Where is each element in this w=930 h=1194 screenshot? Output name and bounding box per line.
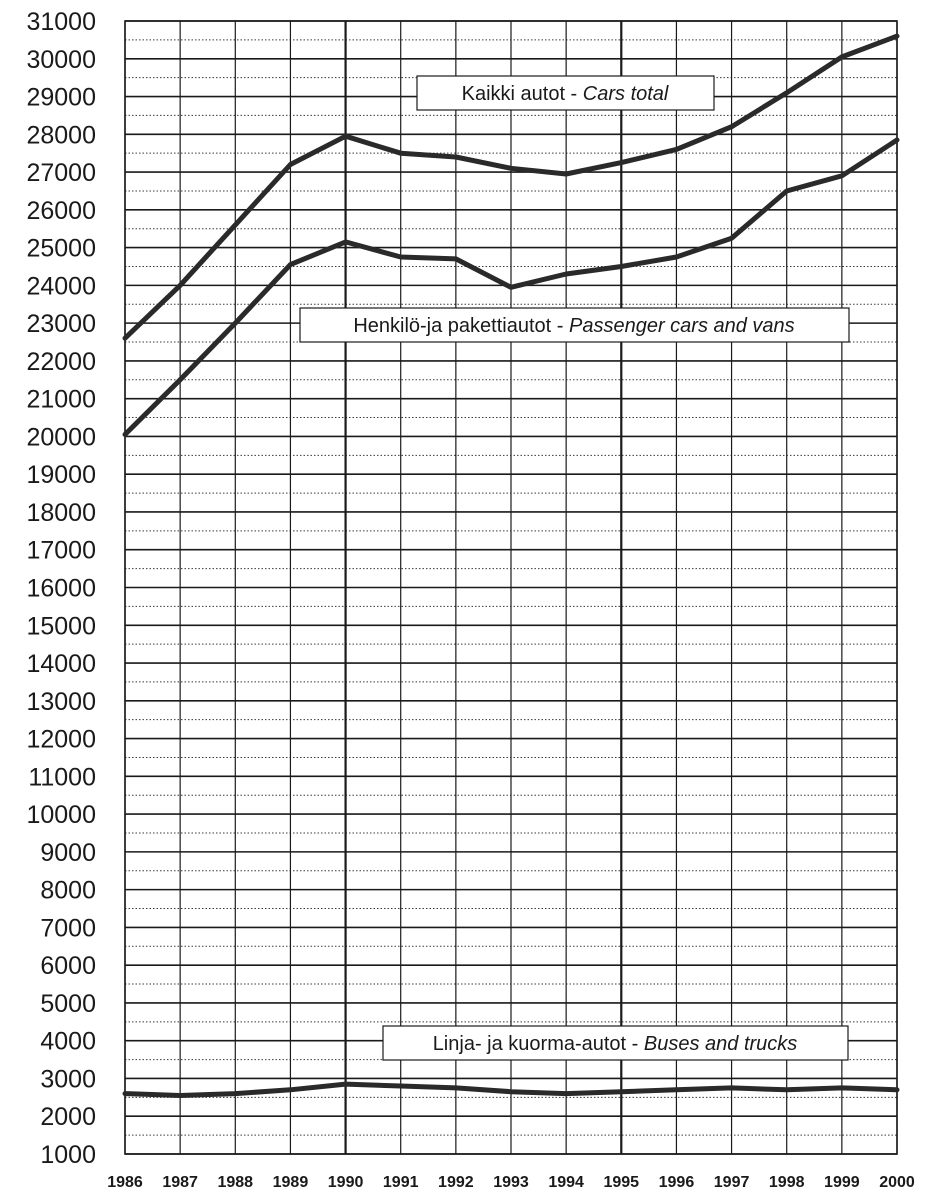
series-label-text: Henkilö-ja pakettiautot - Passenger cars…	[353, 315, 794, 337]
y-tick-label: 10000	[26, 801, 96, 829]
x-tick-label: 1994	[548, 1174, 584, 1191]
y-tick-label: 20000	[26, 423, 96, 451]
y-tick-label: 7000	[40, 914, 96, 942]
y-tick-label: 27000	[26, 159, 96, 187]
y-tick-label: 3000	[40, 1065, 96, 1093]
y-tick-label: 24000	[26, 272, 96, 300]
x-tick-label: 1998	[769, 1174, 805, 1191]
y-tick-label: 25000	[26, 235, 96, 263]
x-tick-label: 1990	[328, 1174, 364, 1191]
x-tick-label: 1995	[603, 1174, 639, 1191]
x-tick-label: 1991	[383, 1174, 419, 1191]
y-tick-label: 28000	[26, 121, 96, 149]
x-tick-label: 1997	[714, 1174, 750, 1191]
y-tick-label: 14000	[26, 650, 96, 678]
series-label-box	[299, 307, 850, 343]
y-tick-label: 19000	[26, 461, 96, 489]
y-tick-label: 16000	[26, 575, 96, 603]
y-tick-label: 12000	[26, 726, 96, 754]
series-line-passenger-cars-vans	[122, 137, 900, 437]
y-tick-label: 21000	[26, 386, 96, 414]
series-label-buses-trucks: Linja- ja kuorma-autot - Buses and truck…	[382, 1025, 849, 1061]
y-tick-label: 23000	[26, 310, 96, 338]
series-label-box	[382, 1025, 849, 1061]
series-lines	[122, 33, 900, 1098]
grid	[124, 20, 898, 1155]
x-tick-label: 1996	[659, 1174, 695, 1191]
x-axis-ticks: 1986 1987 1988 1989 1990 1991 1992 1993 1994 1995…	[107, 1174, 915, 1191]
series-label-cars-total: Kaikki autot - Cars total	[416, 75, 715, 111]
y-tick-label: 29000	[26, 84, 96, 112]
y-axis-ticks: 1000 2000 3000 4000 5000 6000 7000 8000 9000 1000…	[26, 8, 96, 1169]
y-tick-label: 11000	[28, 763, 96, 791]
y-tick-label: 5000	[40, 990, 96, 1018]
y-tick-label: 15000	[26, 612, 96, 640]
y-tick-label: 22000	[26, 348, 96, 376]
y-tick-label: 6000	[40, 952, 96, 980]
x-tick-label: 1992	[438, 1174, 474, 1191]
x-tick-label: 1988	[217, 1174, 253, 1191]
x-tick-label: 1986	[107, 1174, 143, 1191]
series-label-text: Kaikki autot - Cars total	[462, 83, 669, 105]
y-tick-label: 18000	[26, 499, 96, 527]
x-tick-label: 1989	[273, 1174, 309, 1191]
y-tick-label: 30000	[26, 46, 96, 74]
x-tick-label: 1987	[162, 1174, 198, 1191]
plot-frame	[124, 20, 898, 1155]
series-label-passenger-cars: Henkilö-ja pakettiautot - Passenger cars…	[299, 307, 850, 343]
series-line-cars-total	[122, 33, 900, 341]
y-tick-label: 26000	[26, 197, 96, 225]
y-tick-label: 13000	[26, 688, 96, 716]
y-tick-label: 9000	[40, 839, 96, 867]
y-tick-label: 31000	[26, 8, 96, 36]
y-tick-label: 17000	[26, 537, 96, 565]
series-label-text: Linja- ja kuorma-autot - Buses and truck…	[433, 1033, 798, 1055]
y-tick-label: 2000	[40, 1103, 96, 1131]
y-tick-label: 1000	[40, 1141, 96, 1169]
y-tick-label: 8000	[40, 877, 96, 905]
x-tick-label: 2000	[879, 1174, 915, 1191]
series-label-box	[416, 75, 715, 111]
x-tick-label: 1993	[493, 1174, 529, 1191]
x-tick-label: 1999	[824, 1174, 860, 1191]
y-tick-label: 4000	[40, 1028, 96, 1056]
series-line-buses-trucks	[122, 1081, 900, 1098]
